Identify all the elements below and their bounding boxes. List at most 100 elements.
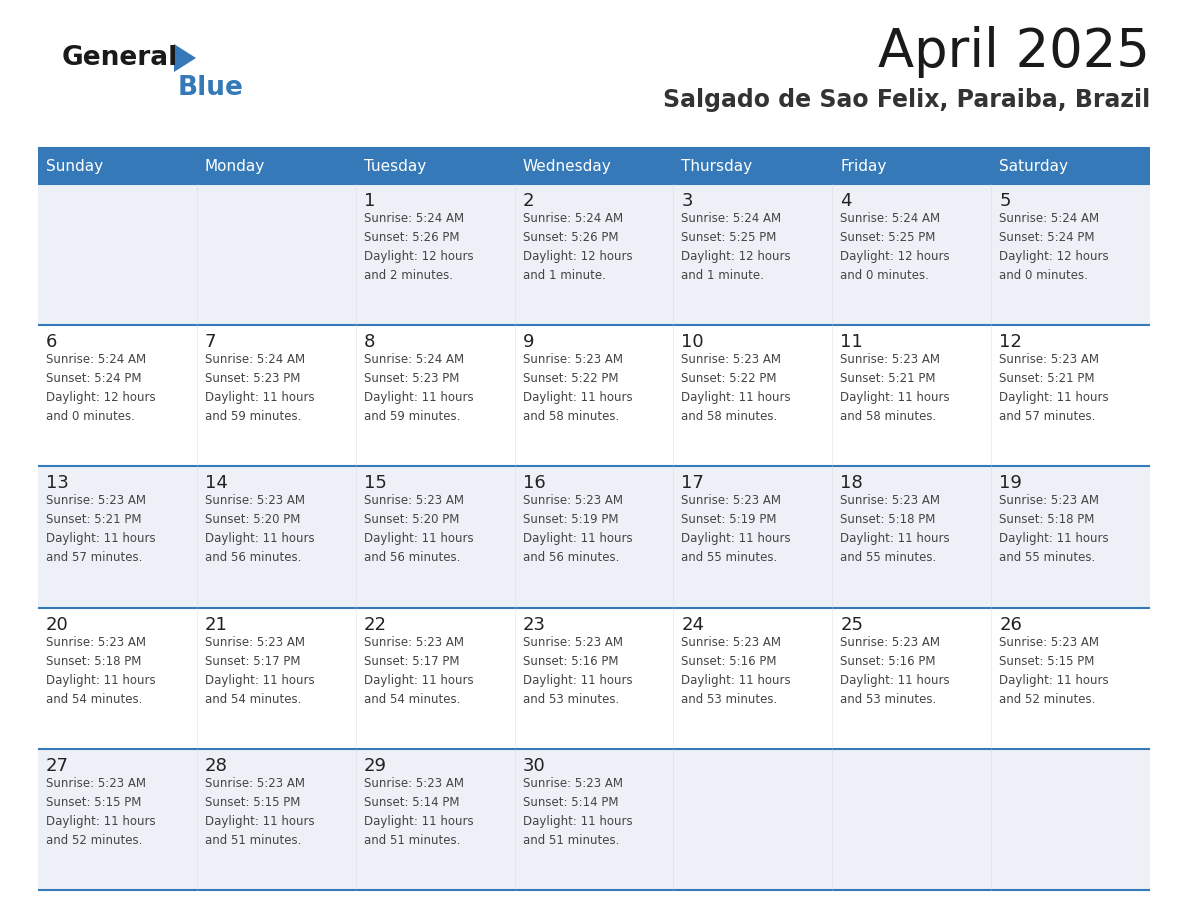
Bar bbox=[38, 466, 197, 608]
Text: Thursday: Thursday bbox=[682, 159, 752, 174]
Text: Saturday: Saturday bbox=[999, 159, 1068, 174]
Text: 11: 11 bbox=[840, 333, 862, 352]
Bar bbox=[514, 184, 674, 325]
Bar bbox=[197, 608, 355, 749]
Text: Sunrise: 5:23 AM
Sunset: 5:16 PM
Daylight: 11 hours
and 53 minutes.: Sunrise: 5:23 AM Sunset: 5:16 PM Dayligh… bbox=[523, 635, 632, 706]
Bar bbox=[991, 608, 1150, 749]
Text: 1: 1 bbox=[364, 192, 375, 210]
Bar bbox=[991, 325, 1150, 466]
Text: Sunrise: 5:23 AM
Sunset: 5:22 PM
Daylight: 11 hours
and 58 minutes.: Sunrise: 5:23 AM Sunset: 5:22 PM Dayligh… bbox=[682, 353, 791, 423]
Bar bbox=[674, 749, 833, 890]
Text: Sunrise: 5:23 AM
Sunset: 5:14 PM
Daylight: 11 hours
and 51 minutes.: Sunrise: 5:23 AM Sunset: 5:14 PM Dayligh… bbox=[364, 777, 473, 846]
Text: Sunrise: 5:23 AM
Sunset: 5:21 PM
Daylight: 11 hours
and 57 minutes.: Sunrise: 5:23 AM Sunset: 5:21 PM Dayligh… bbox=[999, 353, 1108, 423]
Bar bbox=[991, 184, 1150, 325]
Polygon shape bbox=[173, 44, 196, 72]
Text: 8: 8 bbox=[364, 333, 375, 352]
Text: Sunday: Sunday bbox=[46, 159, 103, 174]
Text: 21: 21 bbox=[204, 616, 228, 633]
Text: Blue: Blue bbox=[178, 75, 244, 101]
Bar bbox=[38, 148, 1150, 184]
Text: 17: 17 bbox=[682, 475, 704, 492]
Text: Sunrise: 5:23 AM
Sunset: 5:19 PM
Daylight: 11 hours
and 56 minutes.: Sunrise: 5:23 AM Sunset: 5:19 PM Dayligh… bbox=[523, 495, 632, 565]
Text: Sunrise: 5:24 AM
Sunset: 5:26 PM
Daylight: 12 hours
and 1 minute.: Sunrise: 5:24 AM Sunset: 5:26 PM Dayligh… bbox=[523, 212, 632, 282]
Bar bbox=[38, 608, 197, 749]
Text: 22: 22 bbox=[364, 616, 387, 633]
Text: Sunrise: 5:23 AM
Sunset: 5:18 PM
Daylight: 11 hours
and 55 minutes.: Sunrise: 5:23 AM Sunset: 5:18 PM Dayligh… bbox=[999, 495, 1108, 565]
Text: 7: 7 bbox=[204, 333, 216, 352]
Text: 27: 27 bbox=[46, 756, 69, 775]
Bar bbox=[197, 325, 355, 466]
Text: 2: 2 bbox=[523, 192, 535, 210]
Text: Sunrise: 5:24 AM
Sunset: 5:24 PM
Daylight: 12 hours
and 0 minutes.: Sunrise: 5:24 AM Sunset: 5:24 PM Dayligh… bbox=[46, 353, 156, 423]
Text: Sunrise: 5:23 AM
Sunset: 5:17 PM
Daylight: 11 hours
and 54 minutes.: Sunrise: 5:23 AM Sunset: 5:17 PM Dayligh… bbox=[364, 635, 473, 706]
Text: 6: 6 bbox=[46, 333, 57, 352]
Text: Salgado de Sao Felix, Paraiba, Brazil: Salgado de Sao Felix, Paraiba, Brazil bbox=[663, 88, 1150, 112]
Text: 9: 9 bbox=[523, 333, 535, 352]
Bar bbox=[514, 608, 674, 749]
Text: Sunrise: 5:24 AM
Sunset: 5:23 PM
Daylight: 11 hours
and 59 minutes.: Sunrise: 5:24 AM Sunset: 5:23 PM Dayligh… bbox=[364, 353, 473, 423]
Text: 16: 16 bbox=[523, 475, 545, 492]
Text: 30: 30 bbox=[523, 756, 545, 775]
Text: Sunrise: 5:23 AM
Sunset: 5:21 PM
Daylight: 11 hours
and 57 minutes.: Sunrise: 5:23 AM Sunset: 5:21 PM Dayligh… bbox=[46, 495, 156, 565]
Bar bbox=[38, 749, 197, 890]
Text: Friday: Friday bbox=[840, 159, 886, 174]
Text: 19: 19 bbox=[999, 475, 1022, 492]
Text: Sunrise: 5:24 AM
Sunset: 5:24 PM
Daylight: 12 hours
and 0 minutes.: Sunrise: 5:24 AM Sunset: 5:24 PM Dayligh… bbox=[999, 212, 1108, 282]
Bar bbox=[514, 466, 674, 608]
Text: Sunrise: 5:23 AM
Sunset: 5:21 PM
Daylight: 11 hours
and 58 minutes.: Sunrise: 5:23 AM Sunset: 5:21 PM Dayligh… bbox=[840, 353, 950, 423]
Bar bbox=[674, 325, 833, 466]
Bar bbox=[355, 749, 514, 890]
Bar bbox=[833, 749, 991, 890]
Bar bbox=[197, 184, 355, 325]
Text: Tuesday: Tuesday bbox=[364, 159, 426, 174]
Bar bbox=[833, 466, 991, 608]
Bar bbox=[674, 466, 833, 608]
Text: 15: 15 bbox=[364, 475, 386, 492]
Text: Sunrise: 5:24 AM
Sunset: 5:23 PM
Daylight: 11 hours
and 59 minutes.: Sunrise: 5:24 AM Sunset: 5:23 PM Dayligh… bbox=[204, 353, 315, 423]
Bar bbox=[674, 608, 833, 749]
Text: Sunrise: 5:23 AM
Sunset: 5:15 PM
Daylight: 11 hours
and 51 minutes.: Sunrise: 5:23 AM Sunset: 5:15 PM Dayligh… bbox=[204, 777, 315, 846]
Text: Sunrise: 5:23 AM
Sunset: 5:14 PM
Daylight: 11 hours
and 51 minutes.: Sunrise: 5:23 AM Sunset: 5:14 PM Dayligh… bbox=[523, 777, 632, 846]
Bar bbox=[674, 184, 833, 325]
Text: Wednesday: Wednesday bbox=[523, 159, 612, 174]
Text: Sunrise: 5:23 AM
Sunset: 5:20 PM
Daylight: 11 hours
and 56 minutes.: Sunrise: 5:23 AM Sunset: 5:20 PM Dayligh… bbox=[204, 495, 315, 565]
Bar bbox=[833, 325, 991, 466]
Text: 25: 25 bbox=[840, 616, 864, 633]
Bar bbox=[355, 608, 514, 749]
Text: Sunrise: 5:23 AM
Sunset: 5:22 PM
Daylight: 11 hours
and 58 minutes.: Sunrise: 5:23 AM Sunset: 5:22 PM Dayligh… bbox=[523, 353, 632, 423]
Bar bbox=[197, 749, 355, 890]
Bar bbox=[991, 466, 1150, 608]
Text: Sunrise: 5:23 AM
Sunset: 5:18 PM
Daylight: 11 hours
and 55 minutes.: Sunrise: 5:23 AM Sunset: 5:18 PM Dayligh… bbox=[840, 495, 950, 565]
Text: 14: 14 bbox=[204, 475, 228, 492]
Text: 28: 28 bbox=[204, 756, 228, 775]
Text: General: General bbox=[62, 45, 178, 71]
Text: Sunrise: 5:23 AM
Sunset: 5:17 PM
Daylight: 11 hours
and 54 minutes.: Sunrise: 5:23 AM Sunset: 5:17 PM Dayligh… bbox=[204, 635, 315, 706]
Text: 18: 18 bbox=[840, 475, 862, 492]
Text: 3: 3 bbox=[682, 192, 693, 210]
Text: Sunrise: 5:24 AM
Sunset: 5:25 PM
Daylight: 12 hours
and 1 minute.: Sunrise: 5:24 AM Sunset: 5:25 PM Dayligh… bbox=[682, 212, 791, 282]
Text: Sunrise: 5:23 AM
Sunset: 5:16 PM
Daylight: 11 hours
and 53 minutes.: Sunrise: 5:23 AM Sunset: 5:16 PM Dayligh… bbox=[682, 635, 791, 706]
Bar bbox=[514, 325, 674, 466]
Text: Sunrise: 5:23 AM
Sunset: 5:20 PM
Daylight: 11 hours
and 56 minutes.: Sunrise: 5:23 AM Sunset: 5:20 PM Dayligh… bbox=[364, 495, 473, 565]
Text: April 2025: April 2025 bbox=[878, 26, 1150, 78]
Text: Monday: Monday bbox=[204, 159, 265, 174]
Bar bbox=[355, 466, 514, 608]
Text: Sunrise: 5:23 AM
Sunset: 5:15 PM
Daylight: 11 hours
and 52 minutes.: Sunrise: 5:23 AM Sunset: 5:15 PM Dayligh… bbox=[999, 635, 1108, 706]
Text: 12: 12 bbox=[999, 333, 1022, 352]
Text: Sunrise: 5:24 AM
Sunset: 5:25 PM
Daylight: 12 hours
and 0 minutes.: Sunrise: 5:24 AM Sunset: 5:25 PM Dayligh… bbox=[840, 212, 950, 282]
Text: Sunrise: 5:23 AM
Sunset: 5:18 PM
Daylight: 11 hours
and 54 minutes.: Sunrise: 5:23 AM Sunset: 5:18 PM Dayligh… bbox=[46, 635, 156, 706]
Bar bbox=[38, 184, 197, 325]
Bar bbox=[355, 184, 514, 325]
Text: Sunrise: 5:24 AM
Sunset: 5:26 PM
Daylight: 12 hours
and 2 minutes.: Sunrise: 5:24 AM Sunset: 5:26 PM Dayligh… bbox=[364, 212, 473, 282]
Text: 24: 24 bbox=[682, 616, 704, 633]
Bar bbox=[991, 749, 1150, 890]
Bar bbox=[833, 184, 991, 325]
Text: 5: 5 bbox=[999, 192, 1011, 210]
Text: Sunrise: 5:23 AM
Sunset: 5:16 PM
Daylight: 11 hours
and 53 minutes.: Sunrise: 5:23 AM Sunset: 5:16 PM Dayligh… bbox=[840, 635, 950, 706]
Text: Sunrise: 5:23 AM
Sunset: 5:19 PM
Daylight: 11 hours
and 55 minutes.: Sunrise: 5:23 AM Sunset: 5:19 PM Dayligh… bbox=[682, 495, 791, 565]
Text: 4: 4 bbox=[840, 192, 852, 210]
Text: 29: 29 bbox=[364, 756, 387, 775]
Bar bbox=[38, 325, 197, 466]
Text: 10: 10 bbox=[682, 333, 704, 352]
Text: Sunrise: 5:23 AM
Sunset: 5:15 PM
Daylight: 11 hours
and 52 minutes.: Sunrise: 5:23 AM Sunset: 5:15 PM Dayligh… bbox=[46, 777, 156, 846]
